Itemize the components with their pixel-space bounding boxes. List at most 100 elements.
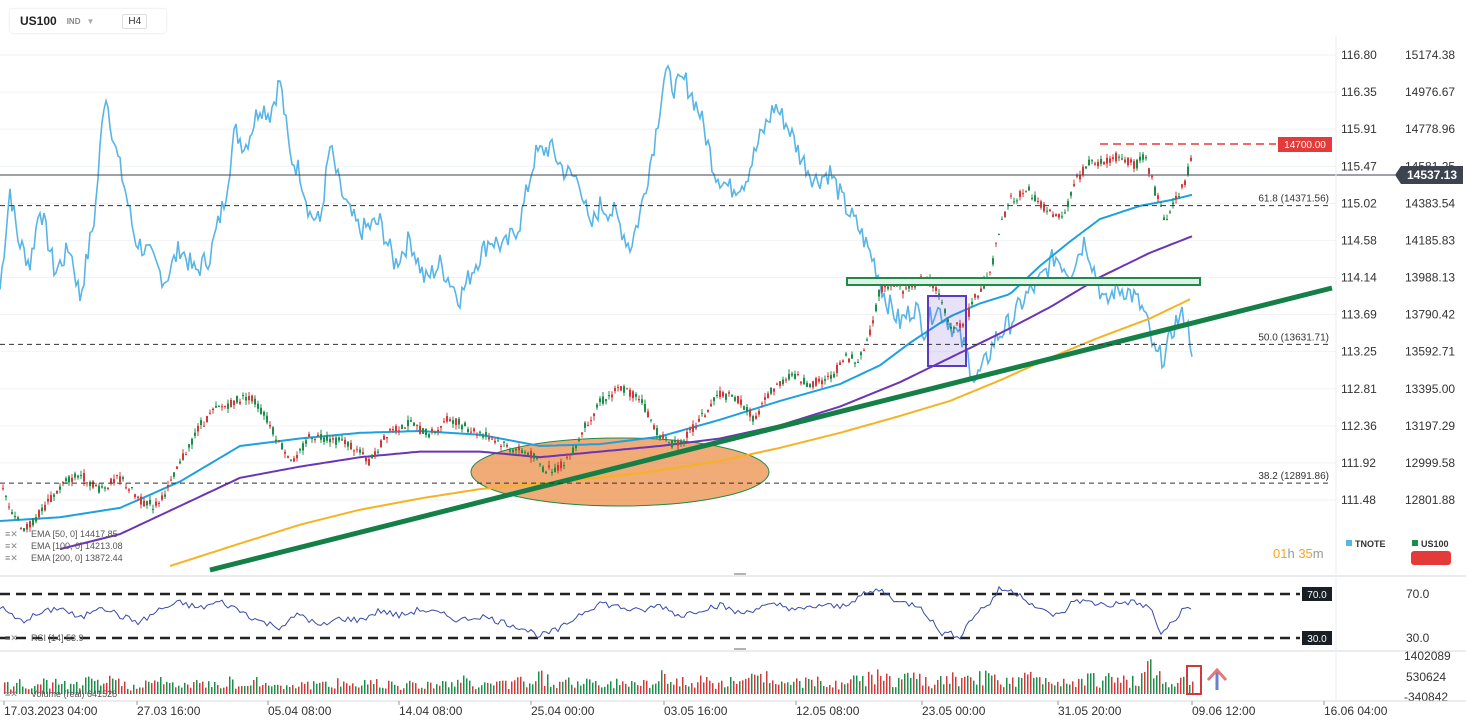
- rsi-axis-30: 30.0: [1406, 631, 1430, 645]
- volume-bar: [256, 677, 258, 694]
- volume-bar: [730, 676, 732, 694]
- volume-bar: [691, 683, 693, 694]
- volume-bar: [826, 686, 828, 694]
- volume-bar: [718, 682, 720, 694]
- volume-bar: [250, 685, 252, 694]
- volume-bar: [178, 685, 180, 694]
- volume-bar: [508, 689, 510, 694]
- ema200-indicator-icon[interactable]: ≡✕: [5, 553, 18, 563]
- volume-bar: [103, 683, 105, 694]
- volume-bar: [43, 678, 45, 694]
- volume-bar: [736, 683, 738, 694]
- volume-bar: [31, 688, 33, 694]
- rsi-indicator-icon[interactable]: ≡✕: [5, 633, 18, 643]
- us100-tick: 12999.58: [1405, 456, 1455, 470]
- volume-bar: [376, 679, 378, 694]
- volume-bar: [1087, 673, 1089, 694]
- volume-bar: [646, 680, 648, 694]
- time-axis[interactable]: 17.03.2023 04:00 27.03 16:00 05.04 08:00 14…: [3, 701, 1388, 718]
- volume-bar: [994, 674, 996, 694]
- volume-bar: [724, 687, 726, 694]
- volume-bar: [529, 683, 531, 694]
- volume-bar: [232, 679, 234, 694]
- resistance-label-box: [1278, 137, 1332, 152]
- volume-bar: [253, 680, 255, 694]
- volume-bar: [445, 681, 447, 694]
- volume-bars: [4, 659, 1194, 694]
- ema50-indicator-icon[interactable]: ≡✕: [5, 529, 18, 539]
- volume-bar: [514, 680, 516, 694]
- volume-bar: [946, 676, 948, 694]
- volume-bar: [19, 679, 21, 694]
- tnote-legend-label[interactable]: TNOTE: [1355, 539, 1386, 549]
- volume-bar: [298, 686, 300, 694]
- volume-bar: [133, 684, 135, 694]
- volume-bar: [154, 680, 156, 694]
- volume-bar: [532, 684, 534, 694]
- volume-bar: [775, 683, 777, 694]
- volume-bar: [907, 672, 909, 694]
- volume-bar: [25, 688, 27, 694]
- volume-bar: [193, 682, 195, 694]
- trendline[interactable]: [209, 285, 1333, 573]
- fib-level-label: 50.0 (13631.71): [1258, 332, 1329, 343]
- volume-bar: [712, 683, 714, 694]
- us100-tick: 14976.67: [1405, 85, 1455, 99]
- volume-bar: [616, 678, 618, 694]
- volume-bar: [709, 680, 711, 694]
- resistance-zone[interactable]: [846, 277, 1201, 286]
- volume-bar: [547, 674, 549, 694]
- volume-bar: [205, 687, 207, 694]
- volume-bar: [475, 689, 477, 694]
- volume-indicator-icon[interactable]: ≡✕: [5, 689, 18, 699]
- symbol-selector[interactable]: US100 IND ▼ H4: [10, 9, 166, 33]
- volume-bar: [592, 682, 594, 694]
- volume-bar: [370, 680, 372, 694]
- volume-bar: [163, 684, 165, 694]
- volume-bar: [4, 682, 6, 694]
- tnote-line: [0, 64, 1193, 384]
- volume-bar: [577, 681, 579, 694]
- symbol-name: US100: [20, 14, 57, 28]
- us100-candles: [2, 151, 1192, 533]
- rsi-lower-tag: [1302, 631, 1332, 645]
- volume-bar: [586, 678, 588, 694]
- volume-bar: [196, 680, 198, 694]
- volume-bar: [619, 685, 621, 694]
- volume-bar: [406, 683, 408, 694]
- volume-bar: [808, 678, 810, 694]
- volume-bar: [796, 678, 798, 694]
- volume-bar: [517, 677, 519, 694]
- volume-indicator-label: Volume (real) 641528: [31, 689, 117, 699]
- arrow-up-icon[interactable]: [1206, 667, 1228, 690]
- volume-bar: [1009, 683, 1011, 694]
- ema200-indicator-label: EMA [200, 0] 13872.44: [31, 553, 123, 563]
- volume-bar: [901, 679, 903, 694]
- volume-bar: [841, 682, 843, 694]
- volume-bar: [658, 681, 660, 694]
- volume-bar: [478, 687, 480, 694]
- chevron-down-icon[interactable]: ▼: [86, 16, 95, 26]
- volume-bar: [499, 681, 501, 694]
- volume-bar: [1174, 686, 1176, 694]
- us100-legend-label[interactable]: US100: [1421, 539, 1449, 549]
- highlight-box[interactable]: [927, 295, 967, 367]
- volume-bar: [955, 676, 957, 694]
- volume-bar: [346, 683, 348, 694]
- ema100-indicator-icon[interactable]: ≡✕: [5, 541, 18, 551]
- volume-bar: [595, 681, 597, 694]
- volume-bar: [979, 671, 981, 694]
- volume-bar: [670, 681, 672, 694]
- volume-bar: [229, 676, 231, 694]
- volume-bar: [217, 685, 219, 694]
- volume-bar: [199, 683, 201, 694]
- volume-bar: [439, 685, 441, 694]
- timeframe-selector[interactable]: H4: [122, 13, 148, 29]
- volume-bar: [139, 687, 141, 694]
- volume-bar: [40, 684, 42, 694]
- volume-bar: [301, 682, 303, 694]
- volume-bar: [208, 681, 210, 694]
- volume-bar: [319, 682, 321, 694]
- volume-bar: [661, 670, 663, 694]
